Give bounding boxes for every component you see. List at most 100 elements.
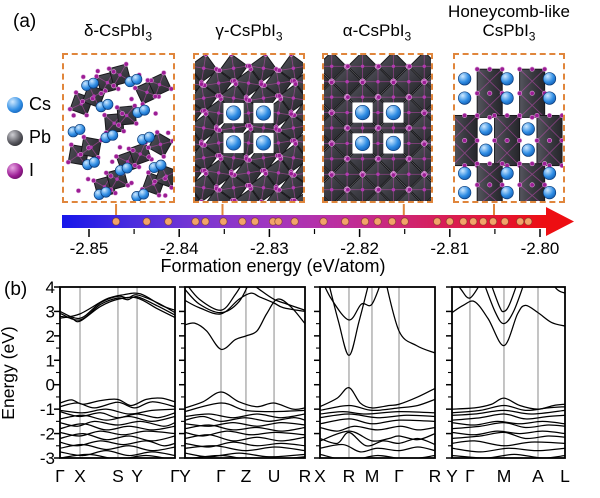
band-line xyxy=(60,432,175,442)
band-line xyxy=(60,423,175,431)
energy-axis-label: Energy (eV) xyxy=(0,326,18,419)
kpoint-label: R xyxy=(429,466,442,486)
panel-a-label: (a) xyxy=(13,11,37,32)
kpoint-label: L xyxy=(560,466,570,486)
title-delta-line2: δ-CsPbI3 xyxy=(83,20,153,43)
energy-tick-label: -1 xyxy=(40,400,55,419)
crystal-structure-honeycomb xyxy=(455,66,563,201)
kpoint-label: R xyxy=(343,466,356,486)
kpoint-label: U xyxy=(268,466,281,486)
colorbar-tick-label: -2.82 xyxy=(340,239,379,258)
kpoint-label: Y xyxy=(446,466,458,486)
kpoint-label: X xyxy=(74,466,86,486)
band-line xyxy=(60,443,175,452)
band-line xyxy=(452,421,565,430)
kpoint-label: R xyxy=(299,466,312,486)
legend-label-cs: Cs xyxy=(29,94,51,114)
title-alpha: α-CsPbI3 xyxy=(307,2,447,46)
band-line xyxy=(452,413,565,421)
band-line xyxy=(185,452,305,458)
title-honeycomb: Honeycomb-like CsPbI3 xyxy=(439,2,579,46)
legend-item-pb: Pb xyxy=(7,121,51,154)
kpoint-label: Y xyxy=(179,466,191,486)
formation-energy-point xyxy=(191,217,200,226)
structure-box-delta xyxy=(62,53,175,203)
formation-energy-point xyxy=(373,217,382,226)
band-line xyxy=(185,424,305,432)
atom-legend: Cs Pb I xyxy=(7,88,51,187)
formation-energy-point xyxy=(274,217,283,226)
colorbar-arrow xyxy=(546,207,574,236)
band-line xyxy=(185,421,305,427)
band-line xyxy=(60,292,175,319)
kpoint-label: Γ xyxy=(170,466,180,486)
energy-tick-label: 2 xyxy=(46,327,55,346)
panel-b-label: (b) xyxy=(4,279,28,300)
pb-atom-swatch xyxy=(7,129,23,146)
structure-box-alpha xyxy=(322,53,433,203)
band-line xyxy=(60,420,175,427)
band-line xyxy=(185,445,305,452)
band-line xyxy=(185,292,305,315)
title-delta: δ-CsPbI3 xyxy=(48,2,188,46)
band-line xyxy=(60,440,175,447)
formation-energy-point xyxy=(201,217,210,226)
structure-box-gamma xyxy=(193,53,305,203)
band-line xyxy=(185,413,305,419)
formation-energy-point xyxy=(250,217,260,226)
band-line xyxy=(185,287,248,314)
title-gamma: γ-CsPbI3 xyxy=(179,2,319,46)
band-line xyxy=(554,287,565,294)
formation-energy-point xyxy=(360,217,370,226)
formation-energy-point xyxy=(469,217,478,226)
energy-tick-label: -3 xyxy=(40,449,55,468)
formation-energy-point xyxy=(142,217,151,226)
band-line xyxy=(452,420,565,426)
band-line xyxy=(60,430,175,437)
colorbar-tick-label: -2.83 xyxy=(250,239,289,258)
colorbar-tick-label: -2.81 xyxy=(430,239,469,258)
kpoint-label: Y xyxy=(131,466,143,486)
crystal-structure-alpha xyxy=(324,55,431,201)
band-line xyxy=(185,415,305,422)
formation-energy-point xyxy=(341,217,350,226)
structure-box-honeycomb xyxy=(453,53,565,203)
kpoint-label: Γ xyxy=(465,466,475,486)
title-gamma-line2: γ-CsPbI3 xyxy=(215,20,283,43)
band-line xyxy=(320,430,435,442)
colorbar-axis-title: Formation energy (eV/atom) xyxy=(160,256,385,276)
band-line xyxy=(452,397,565,410)
band-line xyxy=(185,298,305,350)
band-line xyxy=(320,413,435,419)
band-line xyxy=(60,453,167,458)
formation-energy-point xyxy=(445,217,454,226)
band-line xyxy=(60,450,175,457)
formation-energy-point xyxy=(524,217,533,226)
formation-energy-point xyxy=(111,217,121,226)
title-honeycomb-line2: CsPbI3 xyxy=(482,20,536,43)
kpoint-label: Γ xyxy=(55,466,65,486)
formation-energy-point xyxy=(500,217,509,226)
band-line xyxy=(320,418,435,425)
band-line xyxy=(452,409,565,416)
formation-energy-point xyxy=(479,217,488,226)
band-line xyxy=(320,410,435,415)
title-honeycomb-line1: Honeycomb-like xyxy=(448,1,570,21)
energy-tick-label: 3 xyxy=(46,302,55,321)
band-line xyxy=(320,387,435,409)
band-line xyxy=(484,287,524,325)
colorbar-tick-label: -2.80 xyxy=(521,239,560,258)
colorbar-tick-label: -2.84 xyxy=(160,239,199,258)
formation-energy-point xyxy=(387,217,397,226)
energy-tick-label: 0 xyxy=(46,376,55,395)
formation-energy-point xyxy=(164,217,173,226)
kpoint-label: Γ xyxy=(394,466,404,486)
band-line xyxy=(255,287,305,311)
band-line xyxy=(386,287,435,354)
formation-energy-point xyxy=(290,217,299,226)
legend-item-cs: Cs xyxy=(7,88,51,121)
